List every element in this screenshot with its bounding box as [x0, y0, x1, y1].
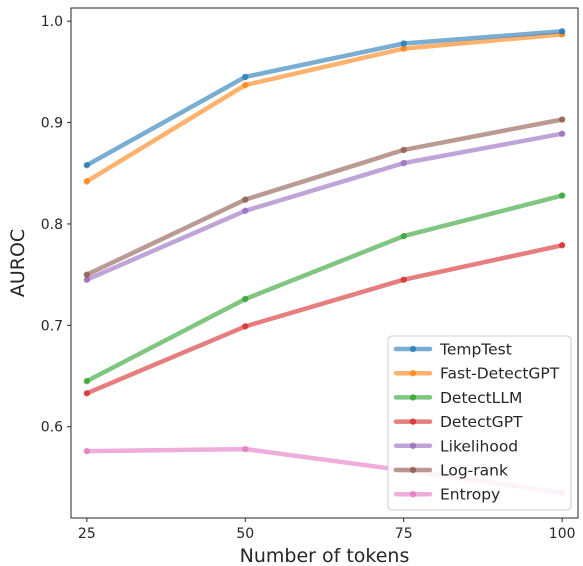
legend-label: DetectGPT [440, 413, 523, 431]
legend-label: Fast-DetectGPT [440, 365, 560, 383]
data-point [558, 130, 566, 137]
data-point [400, 40, 407, 47]
series-line [84, 243, 565, 396]
legend-label: Entropy [440, 486, 500, 504]
data-point [400, 232, 407, 240]
series-detectgpt [83, 242, 566, 397]
x-tick-label: 25 [78, 526, 96, 542]
legend-label: Log-rank [440, 462, 508, 480]
data-point [558, 242, 566, 249]
data-point [400, 146, 407, 154]
data-point [83, 390, 91, 397]
data-point [83, 447, 91, 455]
y-tick-label: 0.7 [41, 318, 63, 334]
legend-marker [409, 491, 417, 498]
legend-item: DetectGPT [393, 413, 523, 431]
data-point [242, 323, 249, 330]
data-point [242, 73, 249, 81]
series-detectllm [83, 192, 566, 385]
x-tick-label: 75 [395, 526, 413, 542]
series-line [84, 117, 565, 277]
legend-marker [409, 418, 417, 425]
legend-item: Likelihood [393, 437, 518, 455]
series-temptest [83, 28, 566, 169]
data-point [400, 276, 407, 283]
series-likelihood [83, 130, 566, 283]
legend-item: TempTest [393, 341, 512, 359]
legend-item: Log-rank [393, 462, 508, 480]
legend: TempTest Fast-DetectGPT DetectLLM DetectGPT… [387, 335, 572, 511]
data-point [83, 178, 91, 185]
legend-item: DetectLLM [393, 389, 522, 407]
ticks-layer: 25 50 75 100 0.6 0.7 0.8 0.9 1.0 [41, 14, 576, 542]
y-tick-label: 1.0 [41, 14, 63, 30]
series-line [84, 29, 565, 168]
legend-marker [409, 345, 417, 353]
x-tick-label: 50 [236, 526, 254, 542]
data-point [83, 377, 91, 385]
series-line [84, 32, 565, 184]
x-axis-label: Number of tokens [240, 545, 410, 566]
data-point [83, 276, 91, 283]
data-point [242, 196, 249, 203]
data-point [242, 295, 249, 303]
x-tick-label: 100 [549, 526, 576, 542]
legend-marker [409, 394, 417, 401]
legend-label: DetectLLM [440, 389, 522, 407]
series-log-rank [83, 116, 566, 278]
data-point [558, 116, 566, 123]
data-point [242, 445, 249, 453]
legend-marker [409, 442, 417, 449]
legend-box [387, 335, 572, 511]
series-line [84, 193, 565, 384]
data-point [83, 271, 91, 278]
data-point [242, 207, 249, 214]
legend-marker [409, 370, 417, 377]
y-tick-label: 0.9 [41, 116, 63, 132]
legend-marker [409, 466, 417, 474]
plot-frame [70, 7, 579, 519]
series-layer [83, 28, 566, 496]
y-tick-label: 0.8 [41, 217, 63, 233]
data-point [400, 45, 407, 52]
data-point [558, 192, 566, 199]
data-point [242, 81, 249, 89]
data-point [83, 161, 91, 169]
y-tick-label: 0.6 [41, 420, 63, 436]
legend-label: Likelihood [440, 437, 518, 455]
series-line [84, 131, 565, 282]
data-point [400, 159, 407, 167]
legend-item: Fast-DetectGPT [393, 365, 560, 383]
legend-label: TempTest [439, 341, 512, 359]
y-axis-label: AUROC [7, 229, 29, 297]
data-point [558, 28, 566, 35]
legend-item: Entropy [393, 486, 500, 504]
